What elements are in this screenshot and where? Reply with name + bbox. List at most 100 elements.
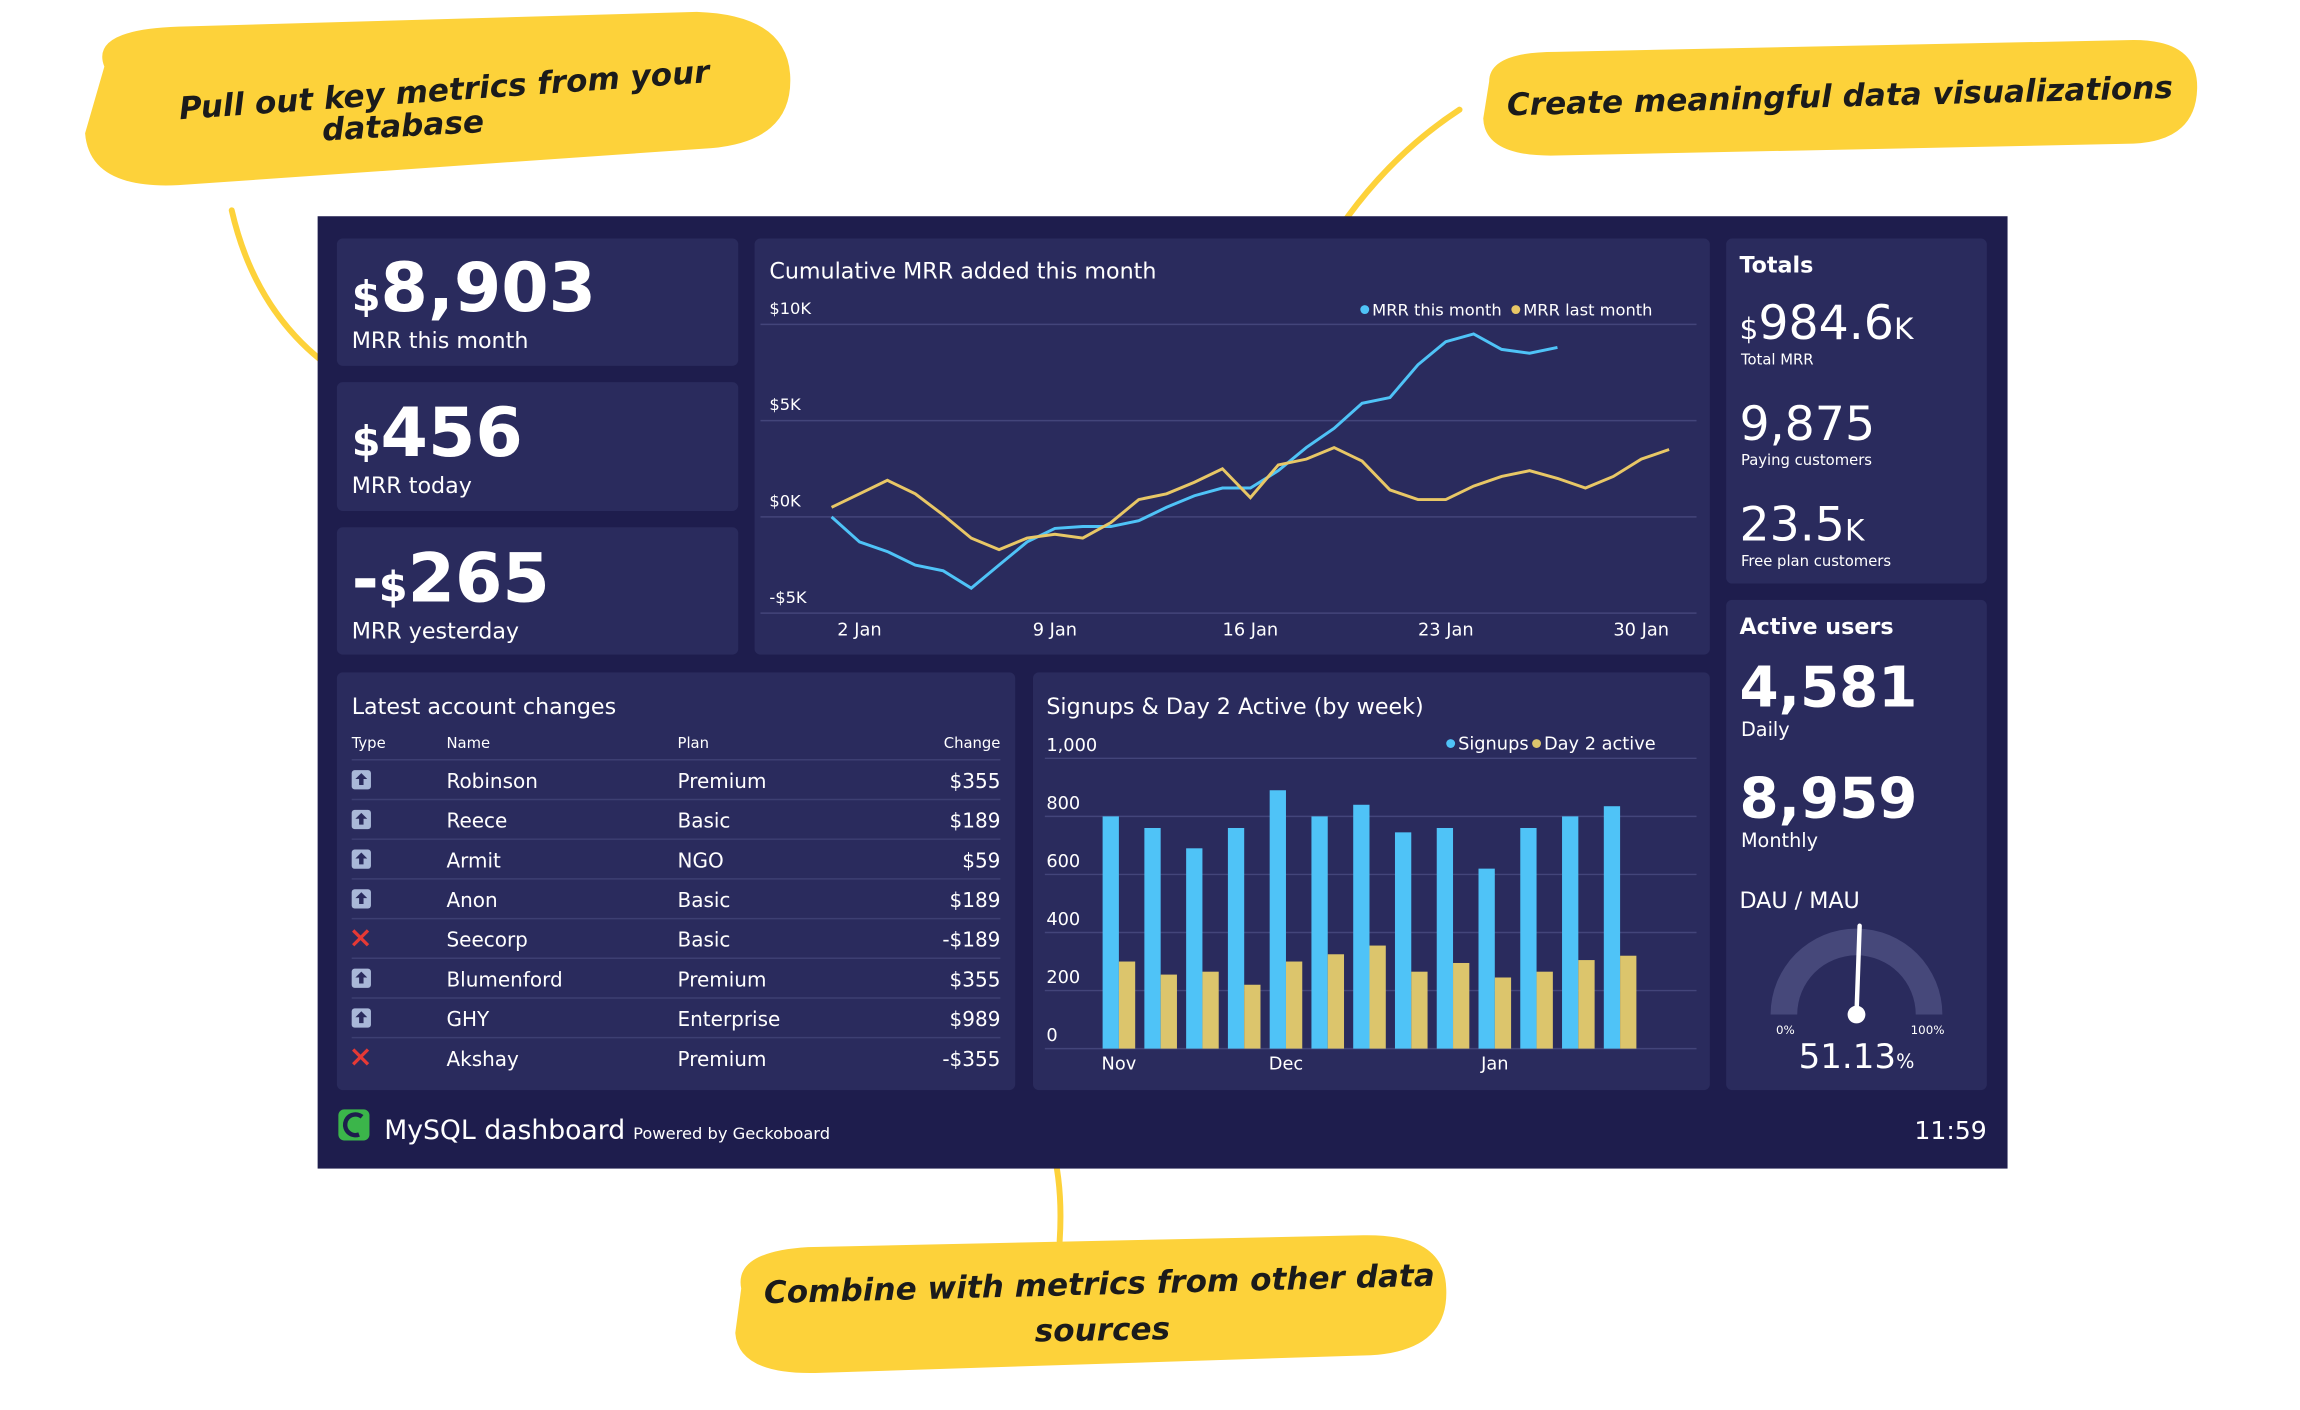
y-tick-label: -$5K — [769, 588, 808, 607]
panel — [754, 238, 1710, 655]
y-tick-label: 400 — [1046, 910, 1080, 930]
y-tick-label: $0K — [769, 492, 802, 511]
table-cell: $355 — [950, 769, 1001, 793]
bar — [1227, 827, 1245, 1049]
bar — [1118, 961, 1136, 1049]
kpi-value: $8,903 — [352, 249, 596, 328]
y-tick-label: 0 — [1046, 1026, 1057, 1046]
kpi-label: MRR yesterday — [352, 618, 519, 644]
up-arrow — [355, 852, 368, 865]
table-cell: Seecorp — [446, 928, 527, 952]
gauge-hub — [1847, 1005, 1866, 1024]
x-tick-label: Dec — [1269, 1054, 1303, 1074]
text-part: $ — [352, 418, 381, 466]
panel — [336, 527, 739, 655]
gauge-min: 0% — [1776, 1023, 1795, 1037]
x-tick-label: 9 Jan — [1033, 620, 1077, 640]
panel-title: Active users — [1739, 614, 1893, 640]
callout-2: Create meaningful data visualizations — [1483, 39, 2198, 156]
table-cell: $189 — [950, 809, 1001, 833]
table-cell: Reece — [446, 809, 507, 833]
table-cell: $189 — [950, 888, 1001, 912]
legend-label: MRR this month — [1372, 300, 1502, 319]
footer-powered: Powered by Geckoboard — [633, 1124, 830, 1143]
legend-dot — [1511, 305, 1521, 314]
bar — [1311, 816, 1328, 1049]
y-tick-label: 600 — [1046, 852, 1080, 872]
callout-shape — [735, 1235, 1447, 1374]
panel — [336, 382, 739, 511]
bar — [1269, 790, 1286, 1049]
table-cell: NGO — [678, 848, 724, 872]
total-label: Paying customers — [1741, 452, 1872, 469]
x-tick-label: 30 Jan — [1613, 620, 1669, 640]
active-value: 4,581 — [1739, 655, 1917, 720]
total-value: 23.5K — [1739, 498, 1865, 553]
kpi-value: $456 — [352, 394, 523, 473]
bar — [1285, 961, 1303, 1049]
bar — [1202, 971, 1219, 1049]
x-tick-label: 2 Jan — [837, 620, 881, 640]
table-cell: Anon — [446, 888, 497, 912]
y-tick-label: $5K — [769, 395, 802, 414]
chart-title: Signups & Day 2 Active (by week) — [1046, 694, 1423, 720]
panel — [336, 238, 739, 366]
up-arrow — [355, 1011, 368, 1024]
callout-text: database — [321, 104, 485, 148]
text-part: $ — [379, 563, 408, 611]
up-arrow — [355, 892, 368, 905]
text-part: $ — [1739, 312, 1758, 346]
bar — [1102, 816, 1119, 1049]
text-part: 456 — [381, 394, 523, 473]
text-part: % — [1896, 1050, 1914, 1073]
panel — [336, 672, 1016, 1091]
table-cell: $355 — [950, 967, 1001, 991]
bar — [1160, 974, 1177, 1049]
gauge-max: 100% — [1911, 1023, 1945, 1037]
x-tick-label: 16 Jan — [1223, 620, 1279, 640]
table-cell: Premium — [678, 769, 767, 793]
table-cell: Basic — [678, 888, 731, 912]
table-cell: -$355 — [942, 1047, 1000, 1071]
table-cell: $59 — [962, 848, 1000, 872]
logo-mark — [342, 1112, 364, 1138]
y-tick-label: 200 — [1046, 968, 1080, 988]
bar — [1620, 955, 1637, 1049]
column-header: Change — [944, 735, 1001, 752]
column-header: Type — [351, 735, 386, 752]
legend-label: Day 2 active — [1544, 734, 1656, 754]
callout-shape — [85, 11, 791, 186]
table-cell: Robinson — [446, 769, 537, 793]
callout-shape — [1483, 39, 2198, 156]
bar — [1144, 827, 1161, 1049]
text-part: 8,903 — [381, 249, 596, 328]
legend-label: Signups — [1458, 734, 1529, 754]
up-arrow — [355, 773, 368, 785]
bar — [1327, 954, 1345, 1049]
legend-label: MRR last month — [1523, 300, 1652, 319]
table-cell: Basic — [678, 809, 731, 833]
line-series — [830, 445, 1670, 552]
panel — [1726, 238, 1987, 584]
kpi-label: MRR today — [352, 473, 472, 499]
callout-text: sources — [1034, 1311, 1170, 1349]
bar — [1536, 971, 1553, 1049]
chart-title: Cumulative MRR added this month — [769, 258, 1156, 284]
y-tick-label: 800 — [1046, 794, 1080, 814]
y-tick-label: $10K — [769, 299, 812, 318]
bar — [1603, 806, 1621, 1049]
bar — [1562, 816, 1579, 1049]
table-cell: $989 — [950, 1007, 1001, 1031]
table-cell: Blumenford — [446, 967, 562, 991]
text-part: 265 — [408, 539, 550, 618]
gauge-needle — [1854, 923, 1862, 1017]
text-part: 23.5 — [1739, 498, 1844, 553]
bar — [1369, 945, 1386, 1049]
gauge-value: 51.13% — [1799, 1037, 1915, 1077]
text-part: K — [1894, 312, 1915, 346]
total-label: Total MRR — [1740, 351, 1814, 368]
legend-dot — [1360, 305, 1370, 314]
active-label: Monthly — [1741, 829, 1818, 852]
